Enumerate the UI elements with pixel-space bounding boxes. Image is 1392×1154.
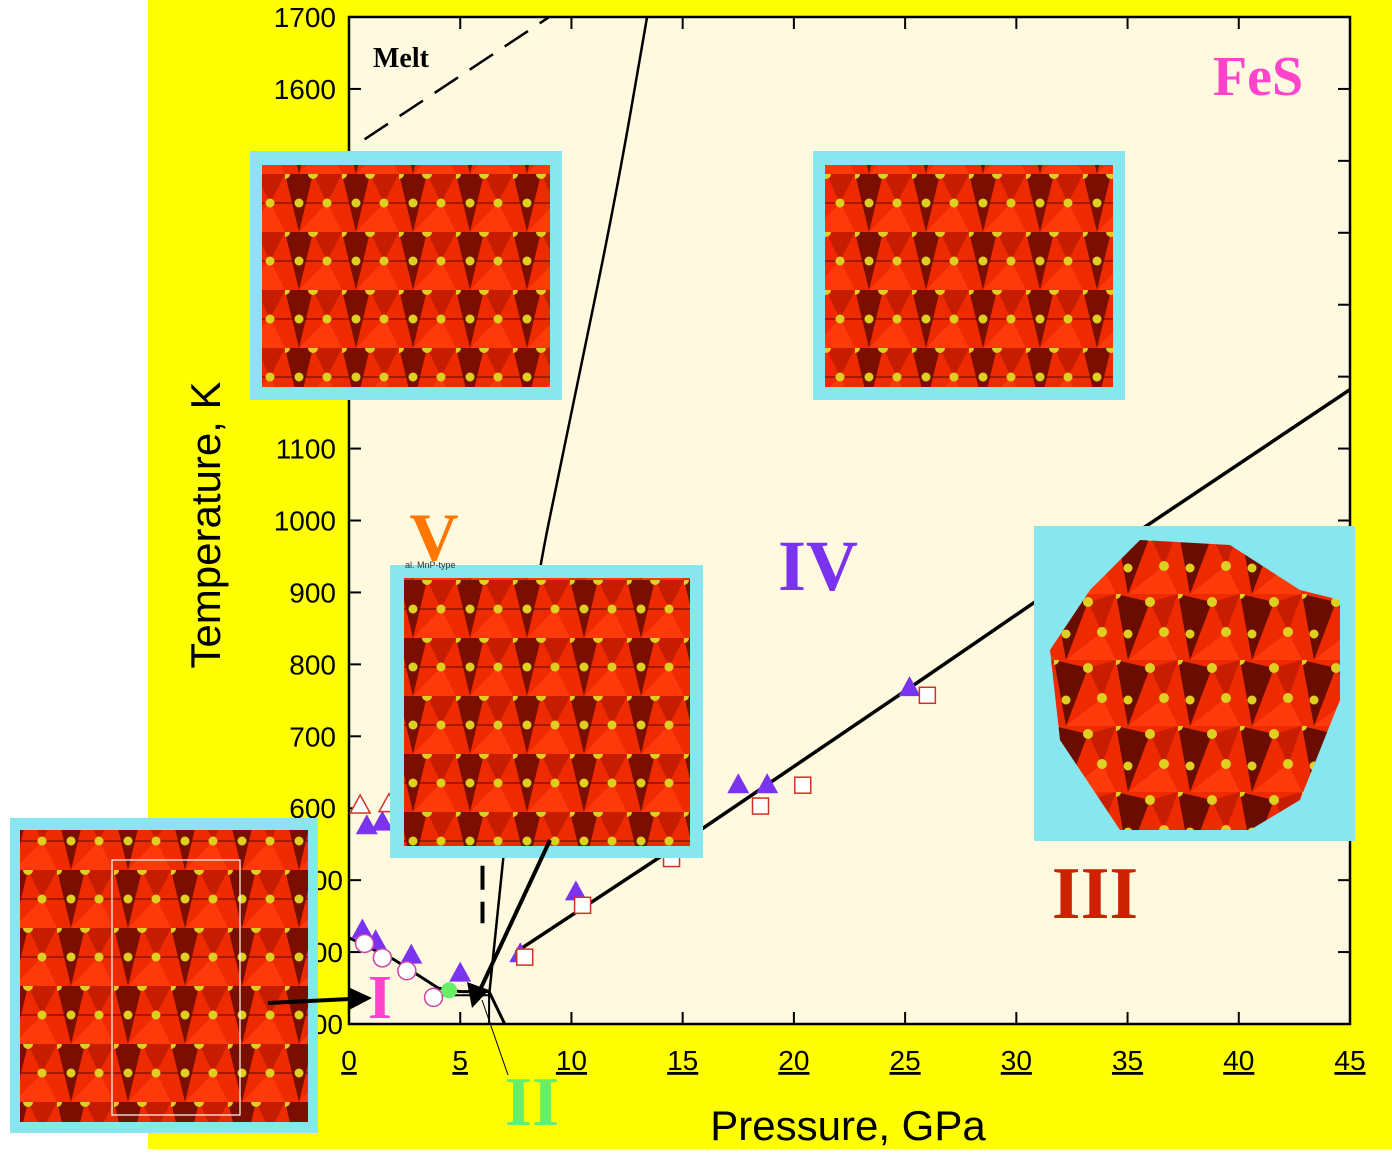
- tick-labels: 0 5 15 20 25 30 35 40 45 10 1700 1600 1100 1000 900 800…: [274, 2, 1366, 1076]
- y-tick-label: 1700: [274, 2, 336, 33]
- x-tick-label: 35: [1112, 1045, 1143, 1076]
- open-circle-point: [423, 987, 444, 1008]
- y-tick-label: 1000: [274, 506, 336, 537]
- x-tick-label: 5: [452, 1045, 468, 1076]
- y-tick-label: 900: [289, 577, 336, 608]
- phase-v-label: V: [409, 499, 458, 575]
- phase-iv-label: IV: [778, 526, 858, 606]
- filled-triangle-point: [371, 810, 394, 831]
- open-circle-point: [354, 933, 375, 954]
- y-tick-label: 1600: [274, 74, 336, 105]
- x-tick-label: 25: [890, 1045, 921, 1076]
- open-square-point: [794, 776, 812, 794]
- open-square-point: [515, 948, 534, 966]
- inset-caption: al. MnP-type: [405, 560, 456, 570]
- filled-triangle-point: [400, 943, 423, 964]
- open-square-point: [573, 896, 592, 915]
- x-tick-label: 30: [1001, 1045, 1032, 1076]
- phase-iii-label: III: [1052, 853, 1138, 935]
- open-circle-point: [372, 948, 393, 968]
- structure-inset-phase-iii: [1034, 526, 1355, 841]
- filled-triangle-point: [727, 773, 750, 794]
- structure-inset-phase-i: [10, 818, 318, 1133]
- x-tick-label: 15: [667, 1045, 698, 1076]
- structure-inset-upper-left: [250, 151, 562, 400]
- open-circle-point: [397, 961, 417, 981]
- arrow-to-phase-ii: [467, 839, 552, 1008]
- phase-ii-leader-line: [481, 999, 509, 1076]
- filled-triangle-point: [351, 918, 374, 939]
- phase-ii-label: II: [505, 1064, 559, 1141]
- melting-curve: [363, 15, 550, 141]
- x-tick-label: 40: [1223, 1045, 1254, 1076]
- filled-circle-point: [441, 982, 458, 999]
- x-tick-label: 0: [341, 1045, 357, 1076]
- filled-triangle-point: [756, 773, 779, 794]
- open-square-point: [751, 797, 770, 815]
- open-square-point: [918, 686, 937, 705]
- structure-inset-upper-right: [813, 151, 1125, 400]
- x-tick-label: 20: [778, 1045, 809, 1076]
- structure-inset-phase-v: al. MnP-type: [390, 560, 703, 858]
- y-axis-label: Temperature, K: [182, 381, 229, 668]
- x-tick-label-10: 10: [556, 1045, 587, 1076]
- filled-triangle-point: [564, 880, 587, 901]
- iv-v-boundary: [487, 16, 649, 996]
- filled-triangle-point: [898, 676, 921, 697]
- chart-title: FeS: [1213, 46, 1303, 108]
- y-tick-label: 1100: [276, 434, 336, 465]
- y-tick-label: 800: [289, 649, 336, 680]
- x-tick-label: 45: [1334, 1045, 1365, 1076]
- data-points: [348, 676, 937, 1008]
- open-triangle-point: [348, 793, 372, 814]
- phase-i-label: I: [368, 964, 392, 1032]
- filled-triangle-point: [449, 961, 472, 982]
- x-axis-label: Pressure, GPa: [710, 1102, 986, 1149]
- arrow-to-phase-i: [267, 987, 372, 1010]
- melt-label: Melt: [373, 43, 430, 74]
- y-tick-label: 700: [289, 721, 336, 752]
